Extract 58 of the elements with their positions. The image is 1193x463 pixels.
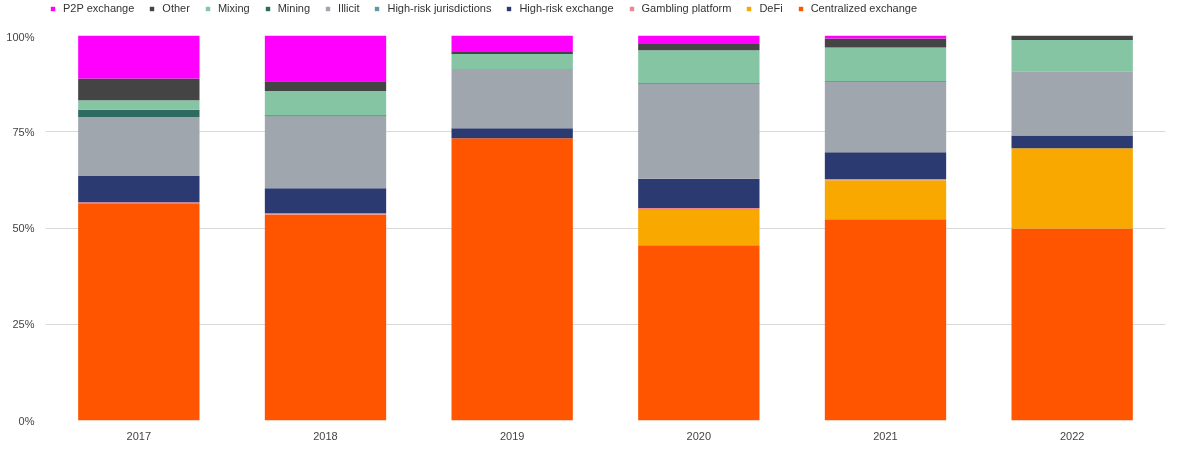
legend-label: Mixing: [217, 2, 250, 14]
bar: [451, 138, 573, 421]
legend-label: High-risk exchange: [519, 2, 614, 14]
legend-label: Centralized exchange: [810, 2, 918, 14]
bar: [638, 35, 760, 44]
bar: [824, 219, 947, 421]
legend-label: Mining: [277, 2, 311, 14]
bar: [451, 68, 573, 129]
legend-label: P2P exchange: [63, 2, 135, 14]
bar: [264, 81, 387, 91]
bar: [824, 47, 947, 82]
bar: [824, 82, 947, 153]
bar: [1011, 71, 1133, 136]
bar: [451, 53, 573, 69]
legend-label: Gambling platform: [641, 2, 732, 14]
bar: [638, 43, 760, 51]
bar: [78, 109, 200, 118]
y-tick-label: 75%: [12, 125, 35, 138]
bar: [78, 117, 200, 177]
bar: [451, 128, 573, 139]
bar: [638, 178, 760, 208]
bar: [824, 152, 947, 180]
bar: [264, 90, 387, 116]
bar: [264, 188, 387, 214]
x-tick-label: 2021: [873, 429, 898, 442]
bar: [78, 100, 200, 110]
bar: [1011, 40, 1133, 72]
legend-label: Illicit: [338, 2, 360, 14]
bar: [264, 35, 387, 82]
bar: [78, 35, 200, 79]
x-tick-label: 2022: [1059, 429, 1085, 442]
bar: [264, 116, 387, 189]
x-tick-label: 2020: [686, 429, 712, 442]
bar: [638, 84, 760, 179]
y-tick-label: 50%: [12, 222, 35, 234]
bar: [638, 245, 760, 421]
legend-label: DeFi: [759, 2, 783, 14]
bar: [78, 203, 200, 421]
legend-label: Other: [162, 2, 190, 14]
bar: [264, 214, 387, 421]
y-tick-label: 0%: [18, 414, 35, 427]
bar: [1011, 228, 1133, 421]
x-tick-label: 2018: [313, 429, 338, 442]
bar: [824, 180, 947, 220]
bar: [824, 35, 947, 39]
bar: [638, 50, 760, 84]
legend-label: High-risk jurisdictions: [387, 2, 492, 14]
bar: [78, 78, 200, 101]
y-tick-label: 100%: [6, 30, 35, 43]
x-tick-label: 2019: [499, 429, 525, 442]
bar: [638, 209, 760, 246]
y-tick-label: 25%: [12, 318, 35, 331]
bar: [824, 38, 947, 48]
bar: [451, 35, 573, 53]
bar: [1011, 135, 1133, 149]
x-tick-label: 2017: [126, 429, 152, 442]
bar: [1011, 148, 1133, 229]
bar: [78, 176, 200, 203]
